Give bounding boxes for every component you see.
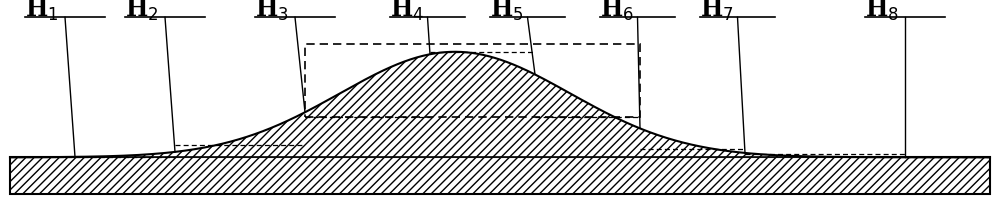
Text: H$_2$: H$_2$ <box>125 0 158 23</box>
Text: H$_5$: H$_5$ <box>490 0 524 23</box>
Text: H$_6$: H$_6$ <box>600 0 634 23</box>
Text: H$_8$: H$_8$ <box>865 0 899 23</box>
Text: H$_3$: H$_3$ <box>255 0 289 23</box>
Text: H$_7$: H$_7$ <box>700 0 734 23</box>
Polygon shape <box>10 53 990 158</box>
Text: H$_1$: H$_1$ <box>25 0 58 23</box>
Text: H$_4$: H$_4$ <box>390 0 424 23</box>
Bar <box>305 44 640 117</box>
Bar <box>10 158 990 194</box>
